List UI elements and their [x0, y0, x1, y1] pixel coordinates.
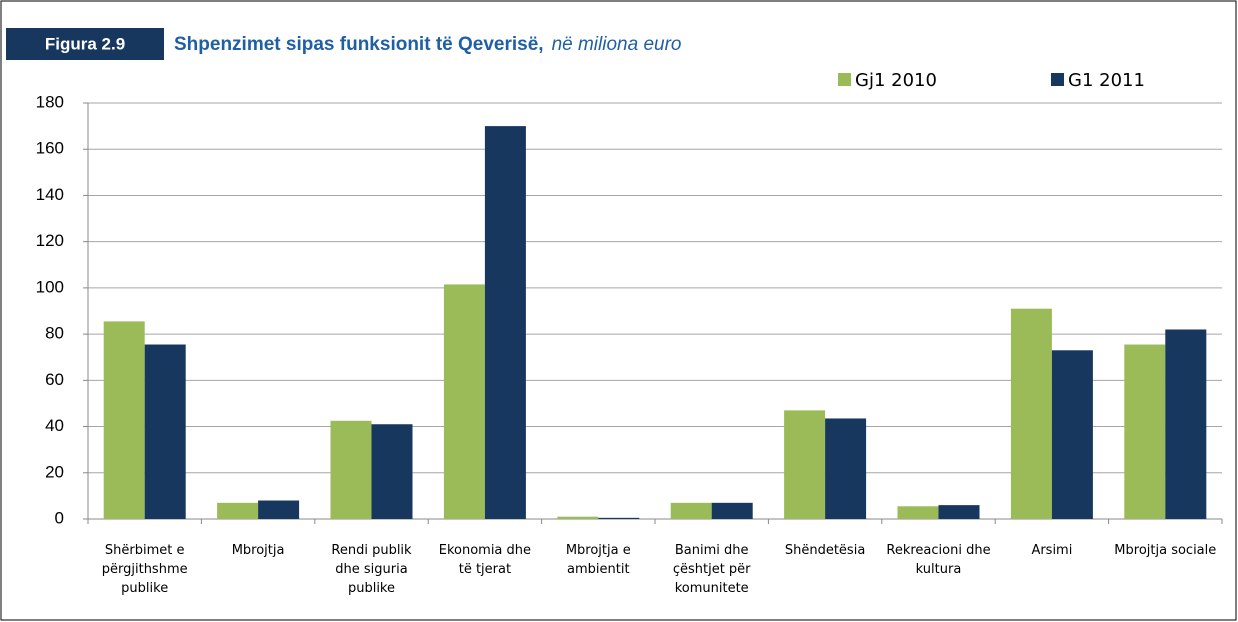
y-tick-label: 160: [36, 139, 64, 158]
x-tick-label: Shërbimet e përgjithshme publike: [101, 543, 188, 596]
figure-label: Figura 2.9: [45, 34, 125, 53]
bar: [144, 344, 186, 519]
x-tick-label: Mbrojtja e ambientit: [565, 543, 631, 577]
chart-subtitle: në miliona euro: [552, 34, 682, 55]
bar: [1165, 329, 1207, 519]
bar: [103, 321, 145, 519]
legend-label: Gj1 2010: [855, 70, 937, 91]
x-tick-label: Shëndetësia: [784, 543, 866, 558]
bar: [330, 420, 372, 519]
chart-title: Shpenzimet sipas funksionit të Qeverisë,: [174, 34, 544, 55]
bar: [557, 516, 599, 519]
y-tick-label: 60: [45, 370, 64, 389]
bar: [484, 126, 526, 519]
y-tick-label: 80: [45, 324, 64, 343]
y-tick-label: 120: [36, 231, 64, 250]
title-line: Shpenzimet sipas funksionit të Qeverisë,…: [174, 34, 681, 55]
y-tick-label: 180: [36, 92, 64, 111]
y-tick-label: 40: [45, 416, 64, 435]
x-tick-label: Ekonomia dhe të tjerat: [438, 543, 532, 577]
bar: [443, 284, 485, 519]
bar: [1124, 344, 1166, 519]
bar: [784, 410, 826, 519]
y-tick-label: 20: [45, 462, 64, 481]
legend-swatch: [838, 73, 851, 86]
bar: [711, 502, 753, 519]
x-tick-label: Rekreacioni dhe kultura: [886, 543, 991, 577]
bar: [1051, 350, 1093, 519]
legend-swatch: [1051, 73, 1064, 86]
bar: [897, 506, 939, 519]
bar: [1010, 308, 1052, 519]
x-tick-label: Arsimi: [1031, 543, 1073, 558]
y-tick-label: 0: [55, 508, 64, 527]
bar: [938, 505, 980, 519]
x-tick-label: Mbrojtja sociale: [1114, 543, 1217, 558]
bar: [258, 500, 300, 519]
y-tick-label: 140: [36, 185, 64, 204]
bar: [670, 502, 712, 519]
x-tick-label: Banimi dhe çështjet për komunitete: [672, 543, 751, 596]
x-tick-label: Rendi publik dhe siguria publike: [331, 543, 412, 596]
bar: [825, 418, 867, 519]
bar: [598, 517, 640, 519]
legend-label: G1 2011: [1068, 70, 1145, 91]
figure-label-box: [6, 28, 164, 60]
bar: [217, 502, 259, 519]
x-tick-label: Mbrojtja: [231, 543, 285, 558]
y-tick-label: 100: [36, 277, 64, 296]
bar: [371, 424, 413, 519]
